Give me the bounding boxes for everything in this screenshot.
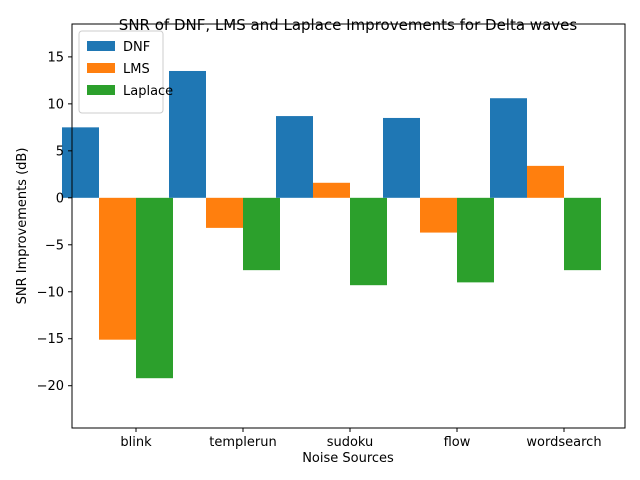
bar-laplace-blink xyxy=(136,197,173,379)
y-tick-label: 15 xyxy=(47,50,64,65)
bar-dnf-flow xyxy=(383,117,420,198)
bar-dnf-templerun xyxy=(169,70,206,198)
y-tick-label: −10 xyxy=(37,285,64,300)
bar-laplace-wordsearch xyxy=(564,197,601,271)
bar-laplace-flow xyxy=(457,197,494,283)
chart-title: SNR of DNF, LMS and Laplace Improvements… xyxy=(119,16,578,34)
y-tick-label: 10 xyxy=(47,97,64,112)
bar-lms-sudoku xyxy=(313,182,350,198)
y-tick-label: 5 xyxy=(56,144,64,159)
y-axis-label: SNR Improvements (dB) xyxy=(15,148,30,305)
plot-frame xyxy=(71,23,626,429)
bar-lms-blink xyxy=(99,197,136,340)
y-tick-label: 0 xyxy=(56,191,64,206)
legend-swatch-laplace xyxy=(87,85,115,95)
x-axis: blink templerun sudoku flow wordsearch xyxy=(120,428,602,450)
bar-lms-wordsearch xyxy=(527,165,564,198)
x-tick-label: wordsearch xyxy=(526,435,601,450)
y-tick-label: −20 xyxy=(37,379,64,394)
bar-lms-flow xyxy=(420,197,457,233)
legend-label-laplace: Laplace xyxy=(123,84,173,99)
legend-swatch-dnf xyxy=(87,41,115,51)
x-axis-label: Noise Sources xyxy=(302,451,394,466)
y-tick-label: −15 xyxy=(37,332,64,347)
y-tick-label: −5 xyxy=(45,238,64,253)
x-tick-label: templerun xyxy=(209,435,276,450)
x-tick-label: flow xyxy=(444,435,471,450)
bars-group xyxy=(62,70,601,379)
bar-laplace-templerun xyxy=(243,197,280,271)
x-tick-label: sudoku xyxy=(327,435,374,450)
x-tick-label: blink xyxy=(120,435,152,450)
legend: DNF LMS Laplace xyxy=(78,30,173,114)
y-axis: −20 −15 −10 −5 0 5 10 15 xyxy=(37,50,72,394)
bar-dnf-wordsearch xyxy=(490,98,527,198)
bar-lms-templerun xyxy=(206,197,243,228)
legend-swatch-lms xyxy=(87,63,115,73)
bar-dnf-blink xyxy=(62,127,99,198)
bar-dnf-sudoku xyxy=(276,116,313,198)
legend-label-dnf: DNF xyxy=(123,40,150,55)
legend-label-lms: LMS xyxy=(123,62,150,77)
bar-laplace-sudoku xyxy=(350,197,387,286)
